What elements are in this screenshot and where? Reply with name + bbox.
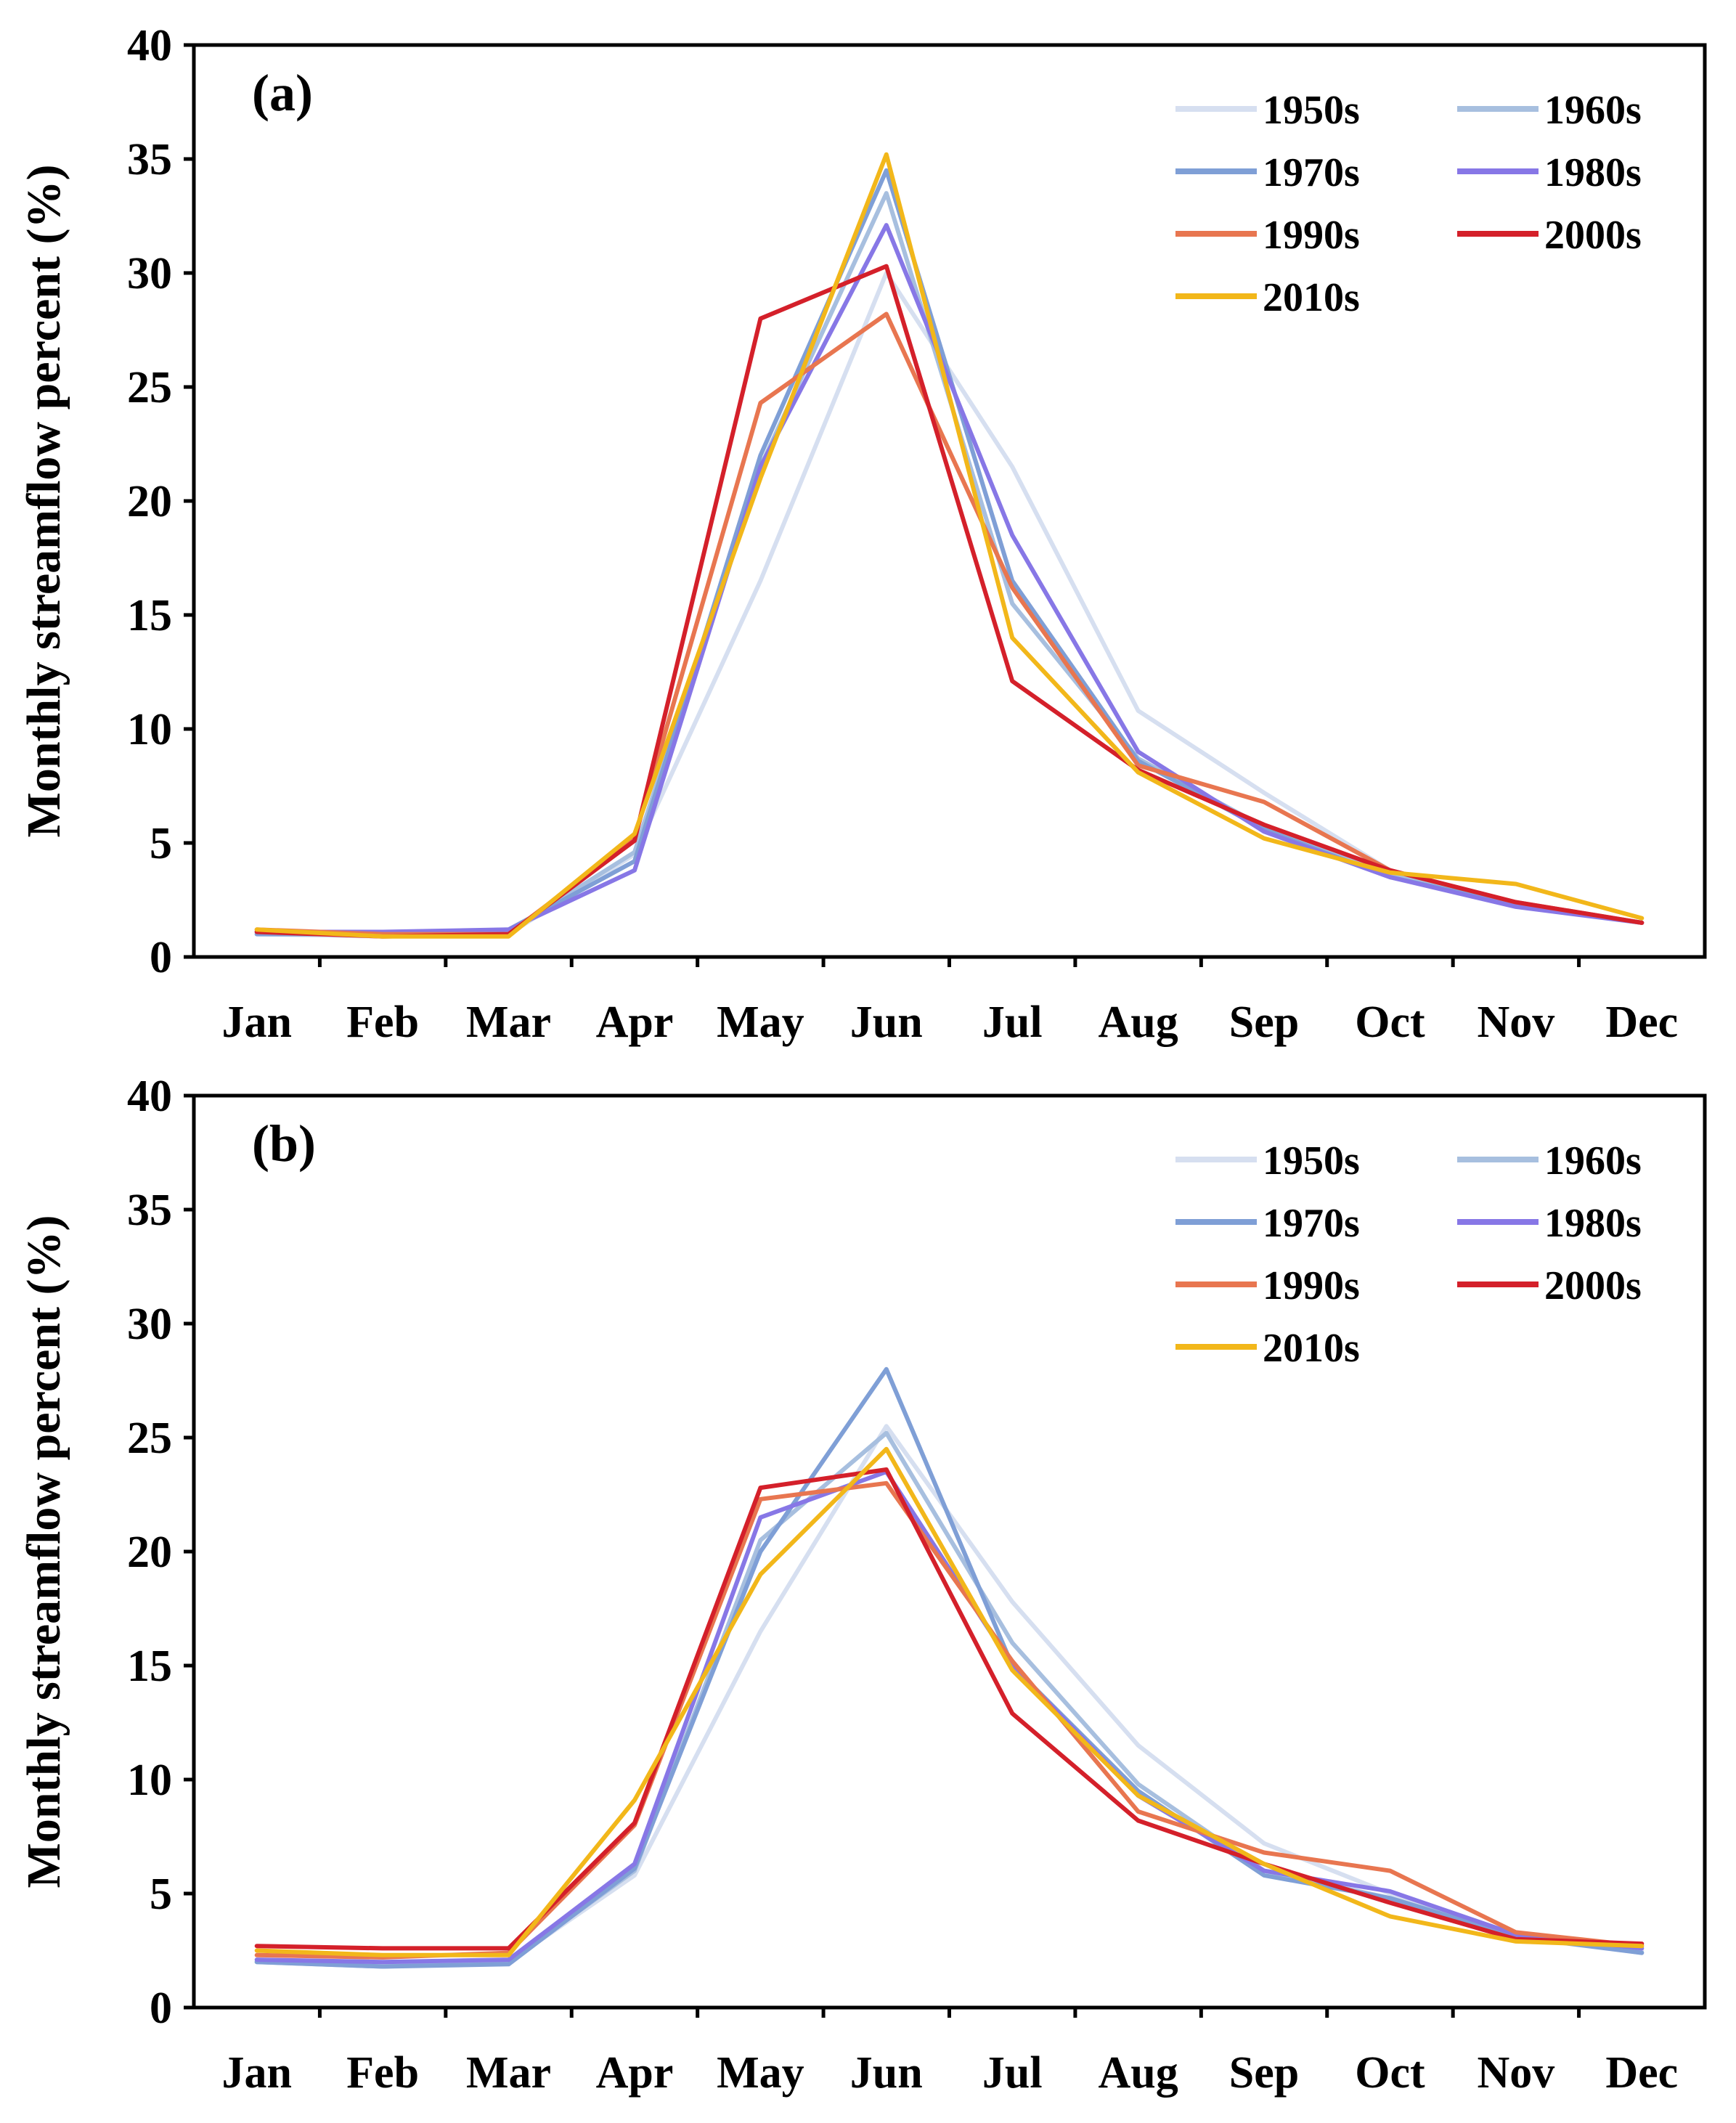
y-tick-label: 30 bbox=[127, 249, 172, 298]
legend-label-2010s: 2010s bbox=[1263, 1326, 1360, 1371]
series-line-2010s bbox=[254, 152, 1645, 939]
x-tick-label-apr: Apr bbox=[596, 2048, 674, 2098]
x-tick-label-sep: Sep bbox=[1229, 2048, 1299, 2098]
y-tick-label: 0 bbox=[150, 1984, 172, 2033]
series-line-1980s bbox=[254, 223, 1645, 934]
x-tick-label-jan: Jan bbox=[221, 998, 291, 1047]
panel-label: (b) bbox=[252, 1115, 316, 1173]
panel-label: (a) bbox=[252, 64, 313, 122]
legend-label-1970s: 1970s bbox=[1263, 1201, 1360, 1246]
x-tick-label-nov: Nov bbox=[1477, 998, 1554, 1047]
legend: 1950s 1960s 1970s 1980s 1990s 2000s 2010s bbox=[1175, 88, 1642, 320]
x-tick-label-mar: Mar bbox=[466, 998, 551, 1047]
x-tick-label-jul: Jul bbox=[982, 2048, 1043, 2098]
y-tick-label: 40 bbox=[127, 1072, 172, 1121]
legend-label-1970s: 1970s bbox=[1263, 150, 1360, 195]
legend-label-1950s: 1950s bbox=[1263, 1138, 1360, 1183]
plot-frame bbox=[192, 43, 1707, 959]
series-line-1990s bbox=[254, 311, 1645, 937]
y-tick-label: 40 bbox=[127, 21, 172, 70]
series-line-1970s bbox=[254, 168, 1645, 937]
y-tick-label: 30 bbox=[127, 1300, 172, 1349]
x-tick-label-oct: Oct bbox=[1355, 998, 1425, 1047]
series-line-1960s bbox=[254, 191, 1645, 937]
x-tick-label-aug: Aug bbox=[1098, 2048, 1178, 2098]
y-tick-label: 15 bbox=[127, 591, 172, 640]
chart-panel-b: 0 5 10 15 20 25 30 35 40 Jan Feb Mar Apr May Jun Jul Aug… bbox=[17, 1072, 1707, 2098]
legend-label-1950s: 1950s bbox=[1263, 88, 1360, 133]
chart-panel-a: 0 5 10 15 20 25 30 35 40 Jan Feb Mar Apr May Jun Jul Aug… bbox=[17, 21, 1707, 1047]
x-tick-label-feb: Feb bbox=[346, 2048, 419, 2098]
x-tick-label-jun: Jun bbox=[850, 2048, 923, 2098]
series-line-1970s bbox=[254, 1366, 1645, 1969]
y-tick-label: 5 bbox=[150, 1870, 172, 1919]
x-tick-label-jun: Jun bbox=[850, 998, 923, 1047]
series-line-1950s bbox=[254, 1424, 1645, 1967]
y-tick-label: 0 bbox=[150, 933, 172, 982]
legend-label-2000s: 2000s bbox=[1544, 1263, 1642, 1308]
y-tick-label: 25 bbox=[127, 363, 172, 412]
x-tick-label-may: May bbox=[717, 2048, 804, 2098]
legend-label-1990s: 1990s bbox=[1263, 1263, 1360, 1308]
x-tick-label-oct: Oct bbox=[1355, 2048, 1425, 2098]
y-tick-label: 35 bbox=[127, 1186, 172, 1235]
y-axis-label: Monthly streamflow percent (%) bbox=[17, 1215, 70, 1888]
legend-label-2000s: 2000s bbox=[1544, 213, 1642, 258]
legend: 1950s 1960s 1970s 1980s 1990s 2000s 2010s bbox=[1175, 1138, 1642, 1371]
y-tick-label: 5 bbox=[150, 819, 172, 868]
x-tick-label-jul: Jul bbox=[982, 998, 1043, 1047]
x-tick-label-feb: Feb bbox=[346, 998, 419, 1047]
x-tick-label-nov: Nov bbox=[1477, 2048, 1554, 2098]
x-tick-label-jan: Jan bbox=[221, 2048, 291, 2098]
series-line-1990s bbox=[254, 1480, 1645, 1960]
legend-label-1960s: 1960s bbox=[1544, 88, 1642, 133]
y-tick-label: 20 bbox=[127, 1528, 172, 1577]
y-tick-label: 25 bbox=[127, 1414, 172, 1463]
legend-label-1990s: 1990s bbox=[1263, 213, 1360, 258]
legend-label-1980s: 1980s bbox=[1544, 1201, 1642, 1246]
y-tick-label: 15 bbox=[127, 1642, 172, 1691]
y-tick-label: 35 bbox=[127, 135, 172, 184]
y-tick-label: 10 bbox=[127, 1756, 172, 1805]
x-tick-label-sep: Sep bbox=[1229, 998, 1299, 1047]
legend-label-1980s: 1980s bbox=[1544, 150, 1642, 195]
x-tick-label-aug: Aug bbox=[1098, 998, 1178, 1047]
legend-label-1960s: 1960s bbox=[1544, 1138, 1642, 1183]
y-tick-label: 10 bbox=[127, 705, 172, 754]
x-tick-label-dec: Dec bbox=[1605, 998, 1678, 1047]
series-line-2010s bbox=[254, 1446, 1645, 1957]
y-axis-label: Monthly streamflow percent (%) bbox=[17, 165, 70, 838]
legend-label-2010s: 2010s bbox=[1263, 275, 1360, 320]
series-line-1980s bbox=[254, 1470, 1645, 1965]
y-tick-label: 20 bbox=[127, 477, 172, 526]
series-line-2000s bbox=[254, 1467, 1645, 1951]
x-tick-label-dec: Dec bbox=[1605, 2048, 1678, 2098]
x-tick-label-apr: Apr bbox=[596, 998, 674, 1047]
x-tick-label-may: May bbox=[717, 998, 804, 1047]
x-tick-label-mar: Mar bbox=[466, 2048, 551, 2098]
plot-frame bbox=[192, 1093, 1707, 2010]
